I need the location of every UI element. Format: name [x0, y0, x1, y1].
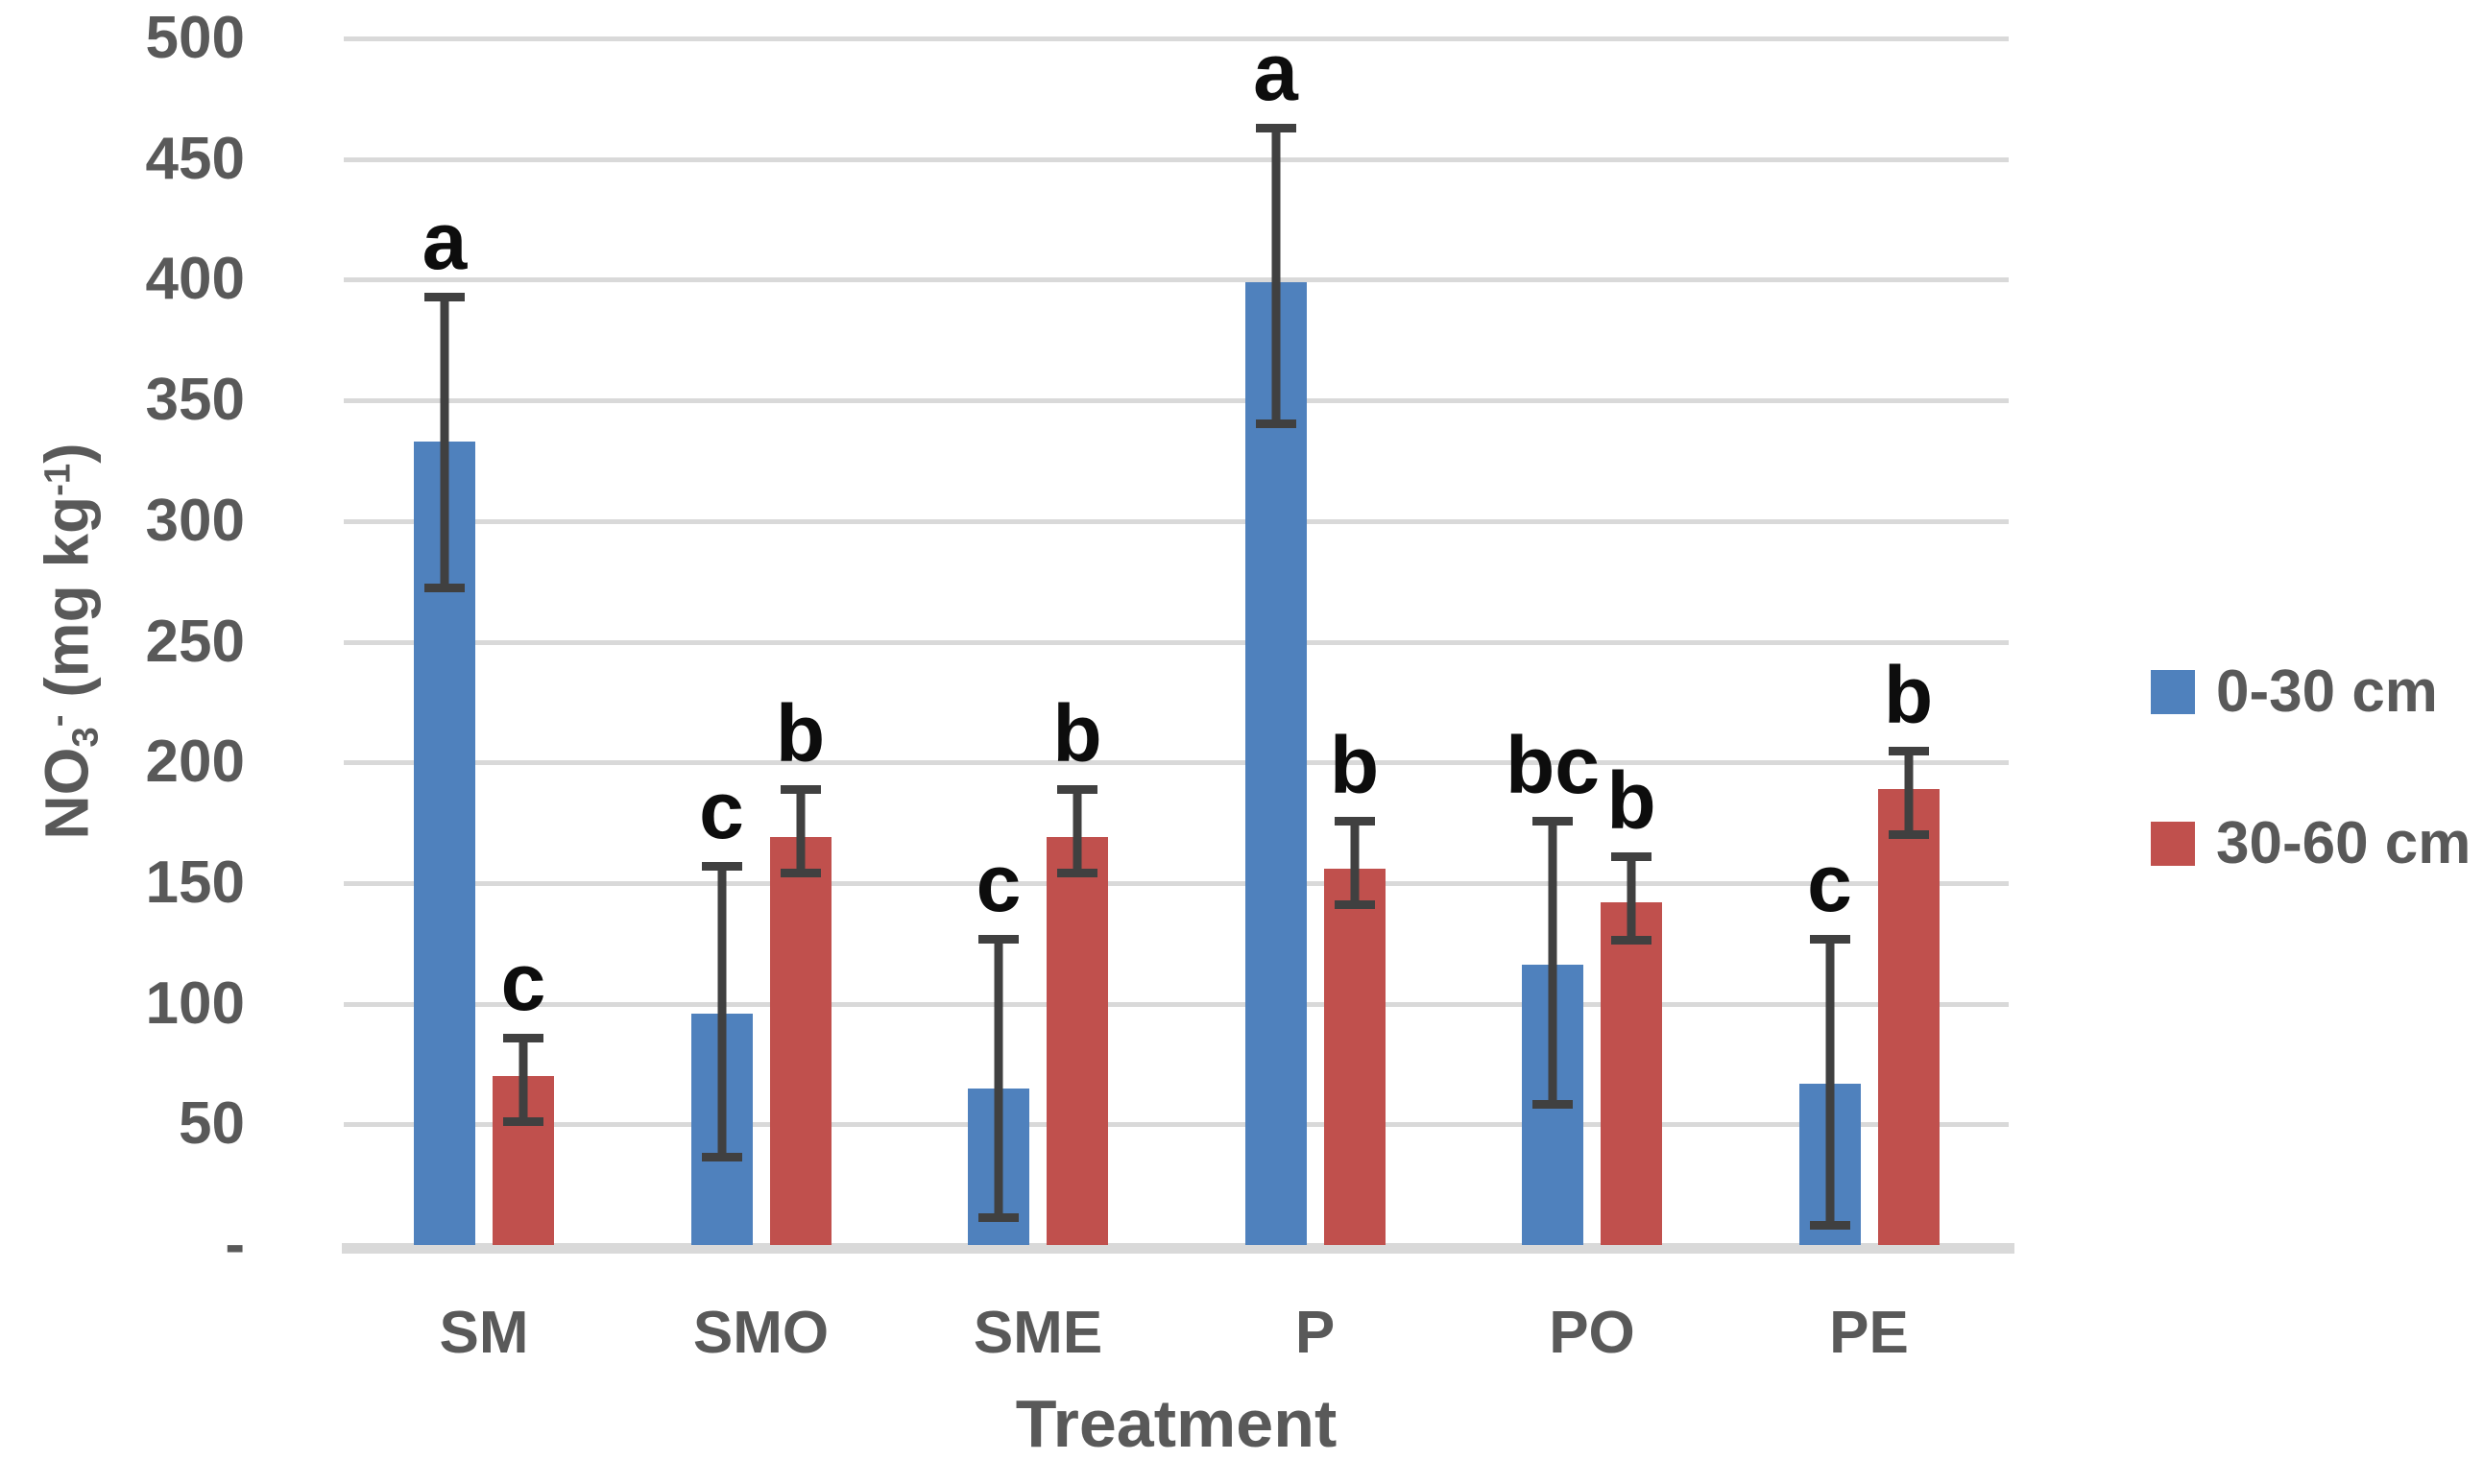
gridline-350: [344, 398, 2009, 404]
error-bar-cap-top: [1334, 816, 1375, 826]
y-tick-label-100: 100: [145, 969, 245, 1037]
y-tick-label-300: 300: [145, 487, 245, 554]
error-bar-cap-top: [1611, 852, 1651, 862]
y-axis-title-superscript-minus: -: [36, 714, 79, 728]
error-bar-cap-bottom: [1809, 1220, 1850, 1230]
significance-letter-b: b: [1883, 649, 1934, 740]
error-bar-cap-top: [1532, 816, 1573, 826]
significance-letter-b: b: [775, 687, 826, 778]
y-tick-label-50: 50: [179, 1090, 245, 1158]
error-bar-cap-bottom: [1888, 829, 1929, 839]
bar-30-60cm-po: [1601, 902, 1662, 1245]
error-bar-line: [440, 296, 449, 589]
error-bar-cap-bottom: [424, 584, 465, 593]
bar-30-60cm-p: [1323, 868, 1386, 1245]
legend-label: 30-60 cm: [2216, 810, 2471, 876]
error-bar-cap-bottom: [1334, 899, 1375, 909]
significance-letter-c: c: [500, 936, 546, 1027]
significance-letter-b: b: [1606, 755, 1656, 847]
gridline-100: [344, 1001, 2009, 1007]
error-bar-line: [1271, 128, 1280, 425]
gridline-500: [344, 36, 2009, 41]
error-bar-line: [1073, 788, 1082, 874]
error-bar-cap-top: [780, 784, 821, 794]
bar-30-60cm-sme: [1047, 837, 1108, 1245]
significance-letter-a: a: [422, 195, 468, 286]
significance-letter-c: c: [976, 837, 1022, 928]
bar-0-30cm-p: [1244, 281, 1307, 1245]
significance-letter-a: a: [1253, 27, 1298, 118]
error-bar-line: [1904, 750, 1913, 835]
error-bar-cap-bottom: [978, 1213, 1019, 1223]
error-bar-cap-bottom: [1611, 936, 1651, 945]
significance-letter-bc: bc: [1505, 719, 1601, 810]
significance-letter-b: b: [1052, 687, 1102, 778]
error-bar-cap-top: [424, 292, 465, 301]
error-bar-line: [1548, 820, 1557, 1106]
y-tick-label-250: 250: [145, 608, 245, 675]
error-bar-cap-bottom: [1532, 1100, 1573, 1110]
x-axis-title: Treatment: [1015, 1386, 1338, 1461]
y-tick-label-500: 500: [145, 5, 245, 71]
error-bar-cap-bottom: [1255, 419, 1296, 429]
y-tick-label-400: 400: [145, 246, 245, 313]
x-category-label-po: PO: [1549, 1300, 1635, 1366]
error-bar-cap-top: [978, 934, 1019, 944]
error-bar-line: [717, 866, 726, 1159]
error-bar-cap-top: [1809, 934, 1850, 944]
legend-label: 0-30 cm: [2216, 658, 2438, 725]
legend-item-30-60cm: 30-60 cm: [2151, 814, 2471, 874]
legend-item-0-30cm: 0-30 cm: [2151, 662, 2438, 722]
bar-30-60cm-smo: [769, 837, 832, 1245]
y-tick-label-150: 150: [145, 849, 245, 916]
y-tick-label-350: 350: [145, 367, 245, 434]
gridline-300: [344, 518, 2009, 524]
y-tick-label-200: 200: [145, 729, 245, 796]
y-tick-label-450: 450: [145, 125, 245, 192]
significance-letter-b: b: [1329, 719, 1380, 810]
x-category-label-p: P: [1294, 1300, 1336, 1366]
error-bar-line: [796, 788, 805, 874]
significance-letter-c: c: [1807, 837, 1852, 928]
error-bar-cap-bottom: [780, 868, 821, 877]
error-bar-line: [1350, 820, 1359, 905]
error-bar-line: [994, 938, 1003, 1219]
bar-30-60cm-pe: [1877, 788, 1940, 1245]
legend-swatch-red: [2151, 822, 2195, 866]
error-bar-cap-top: [701, 862, 742, 872]
error-bar-cap-top: [1888, 746, 1929, 755]
x-axis-line: [342, 1243, 2014, 1254]
gridline-150: [344, 880, 2009, 886]
x-category-label-pe: PE: [1829, 1300, 1909, 1366]
y-tick-label-zero: -: [225, 1211, 245, 1278]
gridline-400: [344, 277, 2009, 283]
gridline-450: [344, 156, 2009, 162]
x-category-label-sme: SME: [973, 1300, 1103, 1366]
x-category-label-sm: SM: [439, 1300, 529, 1366]
y-axis-title-close-paren: ): [32, 443, 102, 464]
gridline-250: [344, 639, 2009, 645]
error-bar-cap-bottom: [1057, 868, 1097, 877]
error-bar-cap-top: [503, 1033, 543, 1042]
error-bar-line: [1825, 938, 1834, 1226]
error-bar-line: [1627, 856, 1636, 942]
x-category-label-smo: SMO: [692, 1300, 830, 1366]
error-bar-cap-bottom: [701, 1153, 742, 1162]
gridline-200: [344, 760, 2009, 766]
legend-swatch-blue: [2151, 670, 2195, 714]
gridline-50: [344, 1122, 2009, 1128]
significance-letter-c: c: [699, 765, 744, 856]
error-bar-cap-bottom: [503, 1116, 543, 1126]
error-bar-line: [518, 1037, 528, 1122]
error-bar-cap-top: [1057, 784, 1097, 794]
error-bar-cap-top: [1255, 124, 1296, 133]
